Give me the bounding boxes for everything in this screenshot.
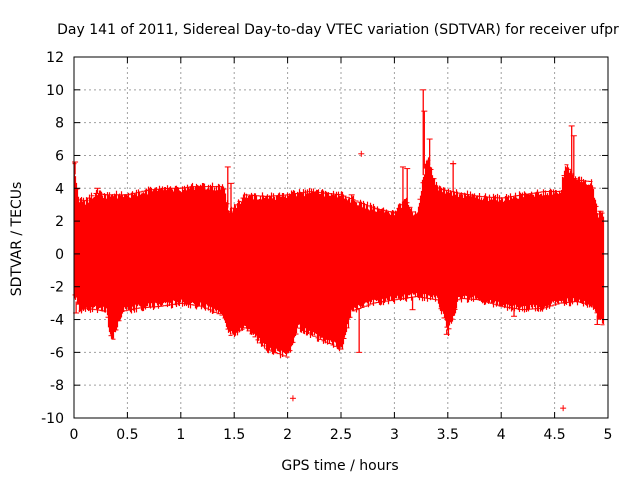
x-tick-label: 4 bbox=[497, 427, 506, 443]
outlier-point bbox=[560, 405, 567, 412]
x-tick-label: 1.5 bbox=[223, 427, 245, 443]
y-tick-label: 12 bbox=[46, 50, 64, 66]
outlier-point bbox=[358, 150, 365, 157]
x-tick-label: 1 bbox=[176, 427, 185, 443]
y-tick-label: -2 bbox=[50, 280, 64, 296]
error-bar-body bbox=[72, 157, 605, 359]
x-tick-label: 4.5 bbox=[543, 427, 565, 443]
x-tick-label: 0.5 bbox=[116, 427, 138, 443]
y-tick-label: 2 bbox=[55, 214, 64, 230]
y-tick-label: 4 bbox=[55, 181, 64, 197]
y-tick-label: 6 bbox=[55, 148, 64, 164]
y-tick-label: -4 bbox=[50, 313, 64, 329]
y-axis-label: SDTVAR / TECUs bbox=[9, 182, 25, 297]
y-tick-label: 8 bbox=[55, 116, 64, 132]
x-axis-label: GPS time / hours bbox=[281, 458, 398, 474]
x-tick-label: 3 bbox=[390, 427, 399, 443]
x-tick-label: 5 bbox=[604, 427, 613, 443]
y-tick-label: -8 bbox=[50, 378, 64, 394]
axis-layer: 0 0.5 1 1.5 2 2.5 3 3.5 4 4.5 5 -10 -8 -6 -4 -2 0 2 4 6 8 10 1… bbox=[41, 50, 612, 443]
chart-title: Day 141 of 2011, Sidereal Day-to-day VTE… bbox=[57, 22, 619, 38]
x-tick-label: 3.5 bbox=[437, 427, 459, 443]
data-layer bbox=[72, 89, 605, 412]
y-tick-label: 0 bbox=[55, 247, 64, 263]
x-tick-label: 0 bbox=[70, 427, 79, 443]
x-tick-label: 2 bbox=[283, 427, 292, 443]
outlier-point bbox=[289, 395, 296, 402]
label-layer: Day 141 of 2011, Sidereal Day-to-day VTE… bbox=[9, 22, 619, 474]
y-tick-label: -6 bbox=[50, 345, 64, 361]
y-tick-label: -10 bbox=[41, 411, 64, 427]
x-tick-label: 2.5 bbox=[330, 427, 352, 443]
outlier-point bbox=[450, 160, 457, 167]
y-tick-label: 10 bbox=[46, 83, 64, 99]
